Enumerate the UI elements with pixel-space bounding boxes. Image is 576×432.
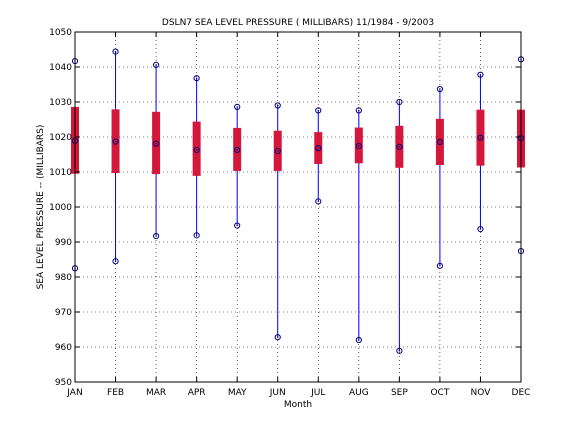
max-marker-may xyxy=(234,103,241,111)
median-marker-dot-feb xyxy=(114,140,117,143)
max-marker-mar xyxy=(152,61,160,69)
median-marker-jun xyxy=(274,147,281,155)
max-marker-apr xyxy=(193,75,200,82)
plot-background xyxy=(75,32,521,382)
y-tick-label: 960 xyxy=(55,343,72,353)
median-marker-nov xyxy=(477,134,484,141)
median-marker-apr xyxy=(193,146,200,154)
x-tick-label: NOV xyxy=(471,388,492,398)
max-marker-jul xyxy=(315,107,322,114)
max-marker-dot-oct xyxy=(439,88,441,90)
axis-ticks xyxy=(74,31,522,383)
y-tick-label: 1050 xyxy=(49,28,72,38)
max-marker-jun xyxy=(274,102,281,109)
median-marker-dot-sep xyxy=(398,146,401,148)
max-marker-dot-feb xyxy=(114,50,117,53)
x-tick-label: DEC xyxy=(512,388,531,398)
min-marker-jul xyxy=(315,198,322,205)
x-tick-label: FEB xyxy=(107,388,124,398)
median-marker-dot-mar xyxy=(155,142,157,145)
min-marker-feb xyxy=(112,258,119,265)
max-marker-dot-sep xyxy=(398,101,401,103)
min-marker-dot-sep xyxy=(398,350,401,352)
median-marker-dot-jun xyxy=(277,150,279,152)
min-marker-dot-jul xyxy=(317,200,319,203)
x-tick-label: AUG xyxy=(349,388,369,398)
median-marker-sep xyxy=(396,143,403,150)
box-aug xyxy=(354,127,363,164)
median-marker-oct xyxy=(436,138,444,145)
x-tick-label: JAN xyxy=(66,388,82,398)
max-marker-dot-aug xyxy=(358,109,360,112)
min-marker-aug xyxy=(355,336,362,344)
min-marker-dot-mar xyxy=(155,235,157,237)
median-marker-mar xyxy=(152,140,160,147)
median-marker-may xyxy=(234,146,241,154)
x-tick-labels: JAN FEB MAR APR MAY JUN JUL AUG SEP OCT NOV DEC xyxy=(66,388,530,398)
median-marker-dot-may xyxy=(236,149,238,151)
x-tick-label: JUL xyxy=(310,388,325,398)
max-marker-dot-jul xyxy=(317,109,319,112)
y-tick-label: 970 xyxy=(55,308,72,318)
x-tick-label: SEP xyxy=(391,388,408,398)
median-marker-dot-oct xyxy=(439,141,441,143)
y-tick-label: 1040 xyxy=(49,63,72,73)
max-marker-oct xyxy=(436,85,444,93)
median-marker-dot-nov xyxy=(479,137,482,139)
max-marker-dot-apr xyxy=(195,77,198,79)
max-marker-dot-jun xyxy=(277,104,279,107)
max-marker-aug xyxy=(355,107,362,114)
y-tick-label: 1020 xyxy=(49,133,72,143)
min-marker-dot-feb xyxy=(114,260,117,262)
min-marker-dot-aug xyxy=(358,339,360,341)
median-marker-dot-jul xyxy=(317,147,319,149)
median-marker-dot-aug xyxy=(358,145,360,147)
max-marker-dot-may xyxy=(236,106,238,108)
min-marker-sep xyxy=(396,347,403,354)
min-marker-dot-nov xyxy=(479,228,482,230)
y-tick-label: 1010 xyxy=(49,168,72,178)
y-tick-labels: 950 960 970 980 990 1000 1010 1020 1030 1040 1050 xyxy=(49,28,72,388)
x-tick-label: OCT xyxy=(430,388,449,398)
min-marker-mar xyxy=(152,232,160,240)
max-marker-nov xyxy=(477,71,484,78)
min-marker-dot-apr xyxy=(195,234,198,237)
min-marker-oct xyxy=(436,262,444,269)
max-marker-dot-nov xyxy=(479,74,482,76)
median-marker-dot-apr xyxy=(195,149,198,151)
x-axis-label: Month xyxy=(284,400,312,410)
min-marker-dot-oct xyxy=(439,265,441,267)
x-tick-label: MAY xyxy=(228,388,247,398)
min-marker-may xyxy=(234,222,241,229)
min-marker-jun xyxy=(274,334,281,341)
y-tick-label: 990 xyxy=(55,238,72,248)
min-marker-apr xyxy=(193,232,200,239)
max-marker-sep xyxy=(396,98,403,106)
x-tick-label: JUN xyxy=(269,388,286,398)
y-tick-label: 1000 xyxy=(49,203,72,213)
x-tick-label: APR xyxy=(188,388,206,398)
x-tick-label: MAR xyxy=(146,388,166,398)
box-apr xyxy=(192,121,201,176)
y-tick-label: 980 xyxy=(55,273,72,283)
max-marker-feb xyxy=(112,48,119,55)
y-tick-label: 1030 xyxy=(49,98,72,108)
y-tick-label: 950 xyxy=(55,378,72,388)
median-marker-feb xyxy=(112,138,119,145)
median-marker-jul xyxy=(315,145,322,152)
min-marker-dot-may xyxy=(236,224,238,227)
y-axis-label: SEA LEVEL PRESSURE -- (MILLIBARS) xyxy=(36,125,46,290)
median-marker-aug xyxy=(355,143,362,150)
min-marker-nov xyxy=(477,225,484,233)
min-marker-dot-jun xyxy=(277,336,279,338)
max-marker-dot-mar xyxy=(155,64,157,66)
chart-title: DSLN7 SEA LEVEL PRESSURE ( MILLIBARS) 11… xyxy=(162,18,434,28)
